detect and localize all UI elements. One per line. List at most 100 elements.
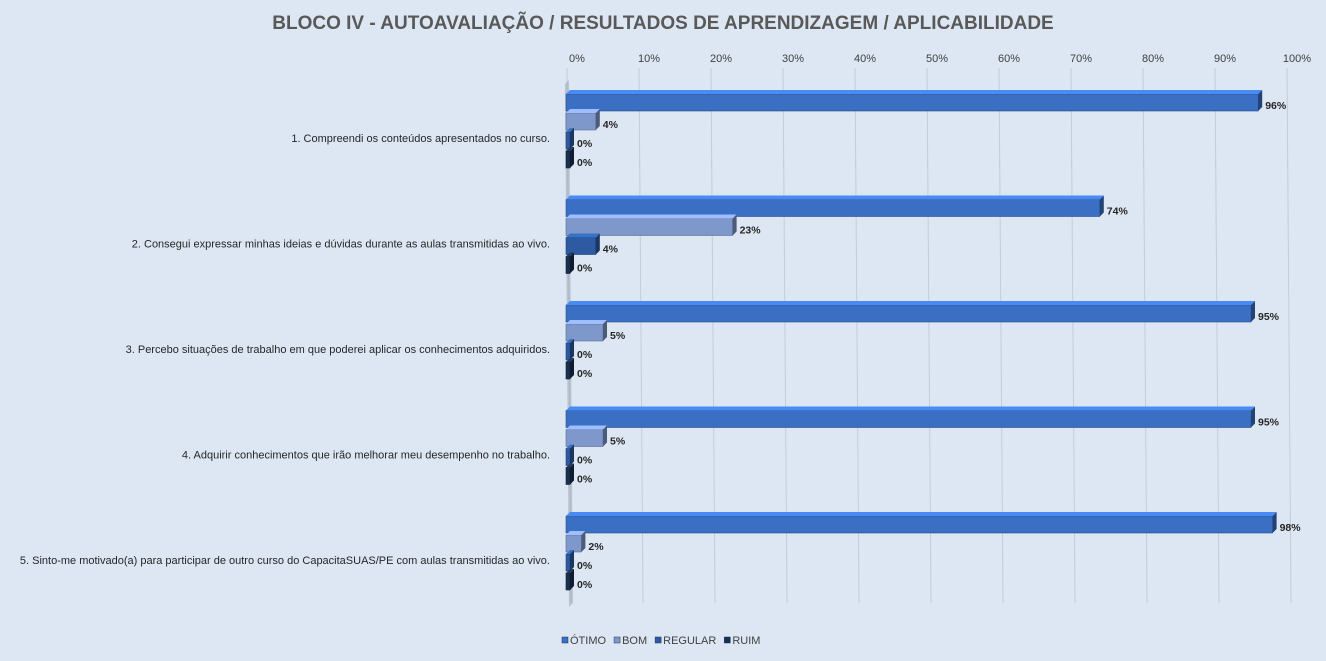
bar (565, 304, 1252, 323)
bar-end-face (1099, 195, 1104, 217)
data-label: 4% (603, 244, 619, 256)
bar-end-face (1251, 301, 1255, 322)
bar (565, 218, 733, 236)
legend: ÓTIMO BOM REGULAR RUIM (561, 634, 760, 647)
category-label: 5. Sinto-me motivado(a) para participar … (20, 555, 550, 567)
bar (565, 515, 1273, 534)
category-label: 3. Percebo situações de trabalho em que … (126, 344, 550, 356)
bar-top-face (566, 109, 600, 113)
bar (565, 199, 1101, 217)
bar-end-face (570, 569, 574, 590)
bar-top-face (566, 512, 1277, 516)
bar-end-face (570, 358, 574, 379)
category-label: 1. Compreendi os conteúdos apresentados … (291, 133, 550, 145)
bar-top-face (566, 444, 574, 449)
data-label: 95% (1258, 417, 1280, 429)
bar-top-face (566, 147, 574, 151)
legend-swatch (654, 636, 662, 644)
bar-end-face (1251, 406, 1255, 428)
bar (565, 467, 571, 485)
bar-end-face (1272, 512, 1277, 533)
x-tick-label: 60% (998, 53, 1020, 65)
bar-top-face (566, 425, 607, 430)
data-label: 74% (1107, 206, 1129, 218)
x-tick-label: 0% (569, 53, 585, 65)
bar (565, 534, 582, 553)
data-label: 0% (577, 157, 593, 169)
bar-top-face (566, 463, 574, 468)
bar (565, 323, 604, 342)
x-tick-label: 90% (1214, 53, 1236, 65)
data-label: 0% (577, 560, 593, 572)
data-label: 0% (577, 455, 593, 467)
legend-label: REGULAR (663, 635, 716, 647)
x-tick-label: 20% (710, 53, 732, 65)
bar (565, 342, 571, 361)
bar-end-face (570, 128, 574, 149)
bar (565, 410, 1252, 428)
data-label: 5% (610, 330, 626, 342)
bar-top-face (566, 339, 574, 343)
x-axis-ticks: 0% 10% 20% 30% 40% 50% 60% 70% 80% 90% 100% (569, 53, 1311, 65)
bar (565, 131, 571, 150)
bars (565, 90, 1277, 591)
bar-end-face (732, 214, 737, 236)
legend-label: RUIM (732, 635, 760, 647)
data-label: 0% (577, 579, 593, 591)
gridline (1286, 67, 1292, 604)
bar-top-face (566, 550, 574, 554)
data-label: 5% (610, 436, 626, 448)
legend-swatch (561, 636, 569, 644)
bar-end-face (570, 444, 574, 466)
bar-top-face (566, 90, 1263, 94)
bar-end-face (1258, 90, 1263, 111)
bar (565, 150, 571, 169)
bar (565, 237, 597, 255)
x-tick-label: 50% (926, 53, 948, 65)
legend-label: ÓTIMO (570, 634, 606, 647)
bar-top-face (566, 252, 574, 257)
bar-end-face (603, 425, 607, 447)
data-label: 0% (577, 138, 593, 150)
bar-end-face (570, 252, 574, 274)
category-labels: 1. Compreendi os conteúdos apresentados … (20, 133, 550, 567)
bar-end-face (603, 320, 607, 341)
x-tick-label: 30% (782, 53, 804, 65)
chart-title: BLOCO IV - AUTOAVALIAÇÃO / RESULTADOS DE… (272, 12, 1053, 34)
legend-label: BOM (622, 635, 647, 647)
data-label: 0% (577, 349, 593, 361)
bar-top-face (566, 320, 607, 324)
x-tick-label: 80% (1142, 53, 1164, 65)
bar (565, 361, 571, 380)
data-label: 96% (1265, 100, 1287, 112)
legend-swatch (724, 636, 731, 644)
bar-top-face (566, 195, 1104, 200)
bar-end-face (595, 109, 600, 130)
data-label: 98% (1280, 522, 1302, 534)
x-tick-label: 40% (854, 53, 876, 65)
bar (565, 93, 1259, 112)
bar-top-face (566, 569, 574, 573)
category-label: 4. Adquirir conhecimentos que irão melho… (182, 450, 550, 462)
bar-end-face (581, 531, 586, 552)
legend-swatch (613, 636, 621, 644)
bar (565, 112, 597, 131)
data-label: 23% (740, 225, 762, 237)
bar (565, 256, 571, 274)
bar-end-face (570, 550, 574, 571)
bar (565, 429, 604, 447)
bar (565, 448, 571, 466)
data-label: 0% (577, 368, 593, 380)
bar-top-face (566, 233, 600, 238)
x-tick-label: 100% (1283, 53, 1311, 65)
bar (565, 572, 571, 591)
data-label: 4% (603, 119, 619, 131)
data-labels: 96% 4% 0% 0% 74% 23% 4% 0% 95% 5% 0% 0% 95% 5% 0% 0% 98%… (577, 100, 1301, 591)
bar-top-face (566, 406, 1255, 411)
data-label: 95% (1258, 311, 1280, 323)
category-label: 2. Consegui expressar minhas ideias e dú… (132, 239, 550, 251)
bar-top-face (566, 214, 737, 219)
bar (565, 553, 571, 572)
x-tick-label: 70% (1070, 53, 1092, 65)
